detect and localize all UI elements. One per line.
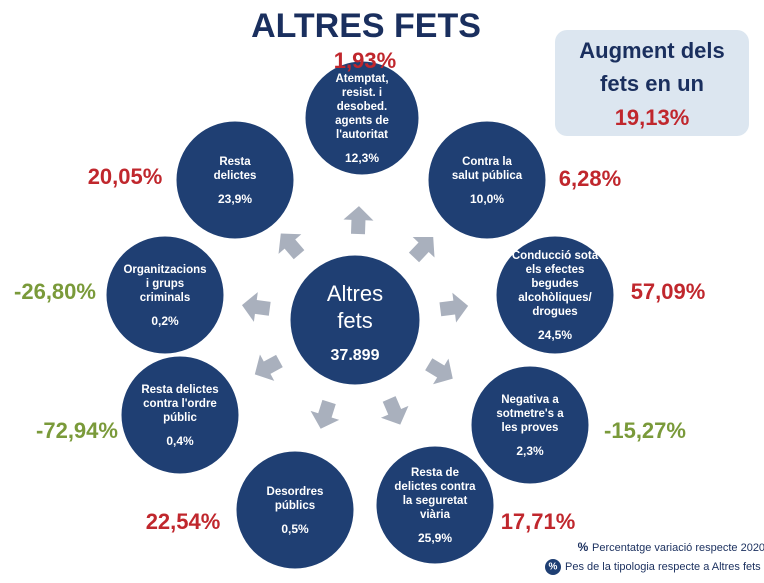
node-label: els efectes (526, 264, 585, 276)
node-share: 25,9% (418, 531, 452, 545)
change-label: 6,28% (559, 166, 621, 191)
node-label: resist. i (342, 87, 382, 99)
arrow-shape (241, 292, 271, 322)
node-label: Contra la (462, 156, 512, 168)
center-label: Altres (327, 281, 383, 306)
node-label: la seguretat (403, 495, 468, 507)
summary-line: fets en un (600, 71, 704, 96)
arrow-shape (343, 206, 374, 235)
arrow-shape (425, 358, 453, 385)
node-circle (233, 448, 357, 572)
arrow (408, 236, 435, 263)
arrow (241, 292, 271, 322)
arrow-shape (310, 399, 340, 429)
node-label: desobed. (337, 101, 387, 113)
node-circle (373, 443, 497, 567)
change-label: 1,93% (334, 48, 396, 73)
node-circle (173, 118, 297, 242)
change-label: -72,94% (36, 418, 118, 443)
arrow (380, 396, 409, 425)
node-circle (118, 353, 242, 477)
node-share: 0,4% (166, 434, 194, 448)
node-label: delictes contra (394, 481, 476, 493)
arrow-shape (254, 354, 283, 381)
node-label: Negativa a (501, 394, 559, 406)
legend-text: Percentatge variació respecte 2020 (592, 542, 764, 554)
node-circle (493, 233, 617, 357)
node-label: delictes (214, 170, 257, 182)
node-share: 23,9% (218, 192, 252, 206)
change-label: -26,80% (14, 279, 96, 304)
title: ALTRES FETS (251, 7, 481, 45)
arrow (439, 292, 469, 323)
arrow (310, 399, 340, 429)
arrow-shape (278, 233, 305, 260)
legend-icon (545, 559, 561, 575)
change-label: -15,27% (604, 418, 686, 443)
arrow-shape (439, 292, 469, 323)
node-label: salut pública (452, 170, 523, 182)
node-label: Atemptat, (335, 73, 388, 85)
node-label: i grups (146, 278, 184, 290)
node-label: l'autoritat (336, 129, 388, 141)
node-label: Resta de (411, 467, 459, 479)
node-label: Organitzacions (123, 264, 206, 276)
arrow (254, 354, 283, 381)
arrow (278, 233, 305, 260)
arrow-shape (408, 236, 435, 263)
arrow-shape (380, 396, 409, 425)
change-label: 20,05% (88, 164, 163, 189)
node-share: 12,3% (345, 151, 379, 165)
center-value: 37.899 (331, 347, 380, 364)
center-label: fets (337, 308, 372, 333)
summary-line: Augment dels (579, 38, 724, 63)
node-label: sotmetre's a (496, 408, 564, 420)
arrow (343, 206, 374, 235)
node-label: agents de (335, 115, 389, 127)
node-label: Resta delictes (141, 384, 218, 396)
node-share: 10,0% (470, 192, 504, 206)
node-share: 0,5% (281, 522, 309, 536)
node-share: 0,2% (151, 314, 179, 328)
legend-symbol: % (549, 562, 558, 573)
arrow (425, 358, 453, 385)
node-circle (468, 363, 592, 487)
node-label: viària (420, 509, 451, 521)
summary-value: 19,13% (615, 105, 690, 130)
node-label: públic (163, 412, 197, 424)
node-label: contra l'ordre (143, 398, 217, 410)
node-label: Conducció sota (512, 250, 599, 262)
change-label: 17,71% (501, 509, 576, 534)
node-label: Desordres (267, 486, 324, 498)
node-circle (302, 58, 422, 178)
node-label: drogues (532, 306, 577, 318)
node-circle (425, 118, 549, 242)
node-label: les proves (502, 422, 559, 434)
node-label: públics (275, 500, 315, 512)
node-label: alcohòliques/ (518, 292, 592, 304)
change-label: 22,54% (146, 509, 221, 534)
node-label: begudes (531, 278, 578, 290)
center-circle (287, 252, 423, 388)
node-share: 24,5% (538, 328, 572, 342)
legend-symbol: % (578, 540, 589, 554)
legend-text: Pes de la tipologia respecte a Altres fe… (565, 561, 761, 573)
node-circle (103, 233, 227, 357)
change-label: 57,09% (631, 279, 706, 304)
node-label: Resta (219, 156, 251, 168)
node-share: 2,3% (516, 444, 544, 458)
node-label: criminals (140, 292, 191, 304)
summary-box (555, 30, 749, 136)
